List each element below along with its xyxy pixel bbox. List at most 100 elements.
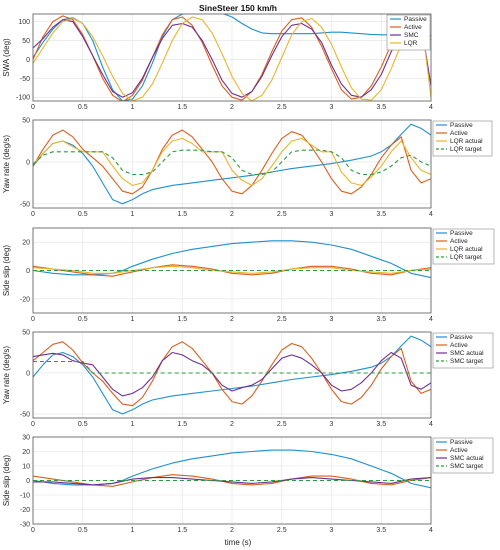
legend-label: Passive	[450, 122, 473, 129]
y-axis-label: Yaw rate (deg/s)	[2, 346, 11, 404]
axes-frame	[32, 227, 432, 314]
x-tick-label: 1	[131, 104, 135, 111]
legend-label: Active	[450, 130, 468, 137]
series-line-smc-actual	[33, 477, 431, 486]
subplot-5: 0 0.5 1 1.5 2 2.5 3 3.5 4 -30 -20 -10 0 10 20 30 Side sl…	[2, 435, 494, 534]
x-tick-label: 2.5	[277, 211, 287, 218]
y-tick-label: 20	[22, 240, 30, 247]
x-tick-label: 3.5	[376, 527, 386, 534]
series-line-smc	[33, 19, 431, 98]
series-line-lqr	[33, 16, 431, 101]
x-tick-label: 2	[230, 211, 234, 218]
axes-frame	[32, 119, 432, 209]
x-tick-label: 2.5	[277, 421, 287, 428]
y-tick-label: 50	[22, 38, 30, 45]
x-tick-label: 4	[429, 316, 433, 323]
legend-label: LQR target	[450, 146, 482, 153]
y-tick-label: 0	[26, 370, 30, 377]
x-tick-label: 2	[230, 527, 234, 534]
x-tick-label: 1.5	[177, 316, 187, 323]
y-tick-label: -20	[20, 296, 30, 303]
series-group	[33, 449, 431, 489]
x-tick-label: 1.5	[177, 211, 187, 218]
x-tick-label: 1.5	[177, 421, 187, 428]
x-tick-label: 4	[429, 527, 433, 534]
y-tick-label: -50	[20, 411, 30, 418]
y-tick-label: 30	[22, 435, 30, 442]
x-tick-label: 2.5	[277, 316, 287, 323]
legend-label: SMC target	[450, 463, 483, 470]
x-tick-label: 3	[330, 104, 334, 111]
legend-label: LQR actual	[450, 138, 483, 145]
legend-label: Active	[404, 24, 422, 31]
series-line-passive	[33, 240, 431, 279]
x-tick-label: 1.5	[177, 104, 187, 111]
legend-label: Active	[450, 447, 468, 454]
y-tick-label: -50	[20, 201, 30, 208]
legend-label: SMC actual	[450, 455, 484, 462]
y-tick-label: 10	[22, 464, 30, 471]
y-tick-label: -50	[20, 76, 30, 83]
legend-label: Active	[450, 342, 468, 349]
x-tick-label: 0.5	[78, 527, 88, 534]
x-tick-label: 0	[31, 211, 35, 218]
x-tick-label: 0	[31, 421, 35, 428]
legend-label: SMC target	[450, 358, 483, 365]
legend-label: Passive	[450, 230, 473, 237]
x-tick-label: 0.5	[78, 316, 88, 323]
y-axis-label: Side slip (deg)	[2, 455, 11, 506]
x-tick-label: 0	[31, 527, 35, 534]
x-tick-label: 2.5	[277, 527, 287, 534]
legend-label: SMC actual	[450, 350, 484, 357]
x-tick-label: 1	[131, 421, 135, 428]
x-tick-label: 3.5	[376, 104, 386, 111]
y-tick-label: 100	[18, 19, 30, 26]
figure-title: SineSteer 150 km/h	[199, 3, 277, 13]
y-tick-label: 20	[22, 449, 30, 456]
series-group	[33, 240, 431, 279]
x-tick-label: 4	[429, 421, 433, 428]
x-tick-label: 2	[230, 421, 234, 428]
y-tick-label: -30	[20, 522, 30, 529]
axes-frame	[32, 331, 432, 419]
x-tick-label: 1	[131, 316, 135, 323]
x-tick-label: 1	[131, 211, 135, 218]
x-tick-label: 3	[330, 316, 334, 323]
series-line-passive	[33, 335, 431, 415]
y-tick-label: -100	[16, 95, 30, 102]
legend-label: Active	[450, 238, 468, 245]
series-line-active	[33, 341, 431, 407]
series-group	[33, 14, 431, 101]
x-tick-label: 1.5	[177, 527, 187, 534]
subplot-3: 0 0.5 1 1.5 2 2.5 3 3.5 4 -20 0 20 Side slip (deg) Pa…	[2, 227, 495, 323]
legend-label: Passive	[404, 16, 427, 23]
legend-label: Passive	[450, 334, 473, 341]
y-tick-label: -20	[20, 507, 30, 514]
y-axis-label: Yaw rate (deg/s)	[2, 135, 11, 193]
series-line-passive	[33, 14, 431, 101]
x-axis-label: time (s)	[225, 538, 252, 547]
series-group	[33, 335, 431, 415]
x-tick-label: 0	[31, 104, 35, 111]
x-tick-label: 2	[230, 316, 234, 323]
y-tick-label: 0	[26, 478, 30, 485]
legend-box	[432, 332, 494, 369]
x-tick-label: 0.5	[78, 211, 88, 218]
y-axis-label: SWA (deg)	[2, 38, 11, 77]
x-tick-label: 1	[131, 527, 135, 534]
legend-label: LQR target	[450, 254, 482, 261]
legend-box	[432, 437, 494, 474]
x-tick-label: 3.5	[376, 421, 386, 428]
axes-frame	[32, 436, 432, 525]
x-tick-label: 3.5	[376, 211, 386, 218]
y-tick-label: 50	[22, 330, 30, 337]
axes-frame	[32, 13, 432, 102]
x-tick-label: 3	[330, 421, 334, 428]
series-line-active	[33, 15, 431, 101]
y-tick-label: -10	[20, 493, 30, 500]
